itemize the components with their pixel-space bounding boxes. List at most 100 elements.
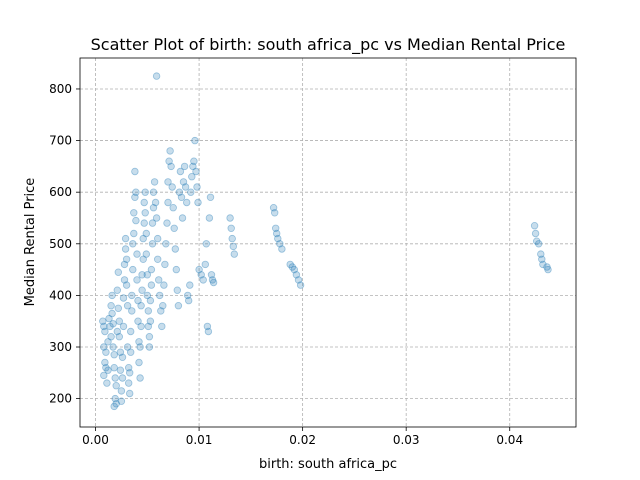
- y-tick-label: 300: [49, 340, 72, 354]
- scatter-point: [153, 255, 162, 263]
- scatter-point: [167, 162, 175, 171]
- scatter-point: [189, 162, 197, 171]
- scatter-point: [186, 281, 194, 289]
- scatter-point: [126, 348, 135, 356]
- scatter-point: [165, 157, 173, 165]
- x-tick-label: 0.04: [496, 433, 523, 447]
- scatter-point: [99, 317, 107, 325]
- scatter-point: [145, 343, 154, 351]
- scatter-point: [202, 240, 210, 248]
- y-tick-label: 500: [49, 237, 72, 251]
- scatter-point: [114, 268, 122, 276]
- scatter-point: [104, 366, 112, 374]
- scatter-point: [106, 322, 114, 331]
- scatter-point: [228, 234, 236, 243]
- scatter-point: [276, 240, 284, 248]
- scatter-point: [141, 209, 149, 217]
- scatter-point: [100, 343, 108, 351]
- scatter-point: [169, 203, 177, 212]
- scatter-point: [164, 178, 172, 186]
- scatter-point: [278, 245, 286, 253]
- scatter-point: [104, 338, 112, 346]
- scatter-point: [135, 358, 143, 367]
- scatter-point: [121, 245, 130, 253]
- scatter-point: [152, 72, 161, 80]
- scatter-point: [121, 234, 130, 243]
- scatter-point: [120, 276, 129, 284]
- scatter-point: [100, 371, 108, 380]
- scatter-point: [274, 234, 282, 243]
- scatter-point: [129, 265, 137, 274]
- scatter-point: [203, 322, 212, 331]
- scatter-point: [136, 343, 144, 351]
- scatter-point: [158, 322, 166, 331]
- scatter-point: [537, 250, 545, 258]
- scatter-point: [197, 271, 205, 279]
- scatter-point: [123, 302, 132, 310]
- scatter-point: [147, 265, 156, 274]
- scatter-point: [271, 209, 279, 217]
- scatter-point: [105, 314, 113, 323]
- y-axis-label: Median Rental Price: [23, 178, 38, 307]
- scatter-point: [125, 389, 134, 398]
- scatter-point: [108, 309, 116, 318]
- scatter-point: [227, 224, 235, 232]
- scatter-point: [174, 302, 183, 310]
- scatter-point: [149, 188, 158, 196]
- scatter-point: [102, 364, 110, 372]
- scatter-point: [123, 343, 132, 351]
- scatter-point: [131, 193, 139, 201]
- scatter-point: [290, 265, 298, 274]
- scatter-point: [107, 302, 115, 310]
- scatter-point: [102, 348, 110, 356]
- scatter-point: [118, 374, 127, 382]
- scatter-point: [286, 260, 294, 269]
- scatter-point: [135, 338, 143, 346]
- scatter-point: [544, 265, 552, 274]
- scatter-point: [193, 183, 201, 191]
- scatter-point: [530, 221, 539, 230]
- scatter-point: [170, 224, 178, 232]
- scatter-point: [162, 240, 170, 248]
- scatter-point: [164, 198, 172, 207]
- scatter-point: [184, 296, 193, 305]
- scatter-point: [103, 379, 111, 387]
- scatter-point: [194, 198, 202, 207]
- scatter-point: [115, 317, 123, 325]
- scatter-point: [128, 291, 136, 300]
- scatter-point: [273, 229, 281, 238]
- scatter-point: [159, 302, 167, 310]
- scatter-point: [539, 260, 547, 269]
- scatter-point: [117, 387, 126, 395]
- scatter-point: [101, 358, 109, 367]
- scatter-point: [134, 296, 142, 305]
- scatter-point: [130, 209, 138, 217]
- scatter-point: [122, 255, 131, 263]
- scatter-point: [128, 307, 136, 315]
- scatter-point: [208, 276, 217, 284]
- scatter-point: [141, 188, 149, 196]
- scatter-point: [118, 353, 127, 361]
- scatter-point: [294, 276, 303, 284]
- scatter-point: [272, 224, 280, 232]
- scatter-point: [149, 203, 158, 212]
- scatter-point: [138, 271, 146, 279]
- x-tick-label: 0.01: [186, 433, 213, 447]
- scatter-point: [175, 188, 184, 196]
- scatter-point: [140, 198, 148, 207]
- scatter-point: [138, 286, 146, 294]
- scatter-point: [132, 188, 140, 196]
- scatter-point: [538, 255, 546, 263]
- scatter-point: [133, 250, 141, 258]
- scatter-point: [132, 216, 140, 225]
- scatter-point: [535, 240, 543, 248]
- x-axis-ticks: 0.00 0.01 0.02 0.03 0.04: [82, 427, 523, 447]
- scatter-point: [533, 237, 541, 245]
- scatter-point: [180, 162, 189, 171]
- scatter-point: [113, 286, 121, 294]
- scatter-point: [109, 343, 117, 351]
- scatter-point: [207, 271, 216, 279]
- scatter-point: [179, 178, 188, 186]
- scatter-point: [204, 327, 213, 336]
